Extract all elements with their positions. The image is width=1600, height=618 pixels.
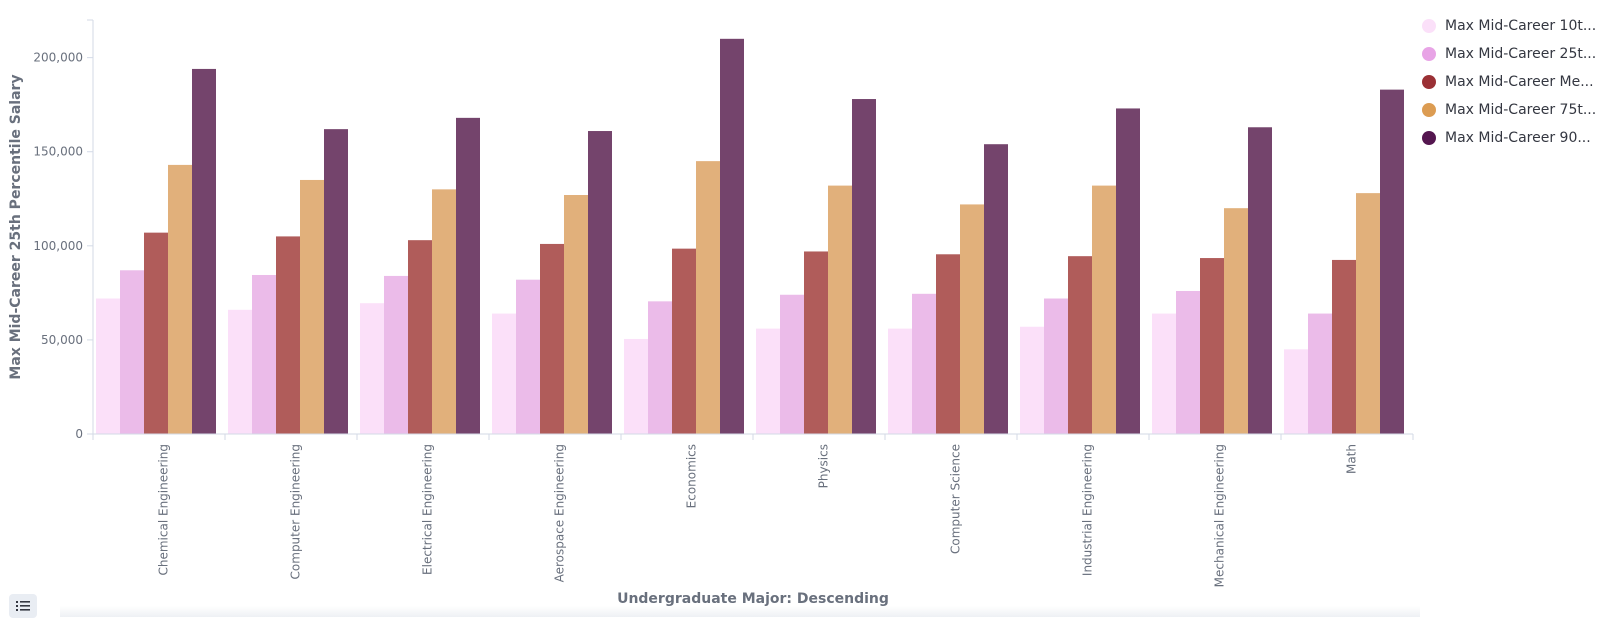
bar[interactable]	[120, 270, 144, 434]
bar[interactable]	[756, 328, 780, 434]
legend-color-dot	[1422, 75, 1436, 89]
legend: Max Mid-Career 10t... Max Mid-Career 25t.…	[1422, 12, 1600, 152]
x-axis-title: Undergraduate Major: Descending	[617, 591, 889, 607]
bar[interactable]	[144, 232, 168, 434]
x-tick-label: Computer Science	[949, 444, 963, 554]
bar[interactable]	[228, 309, 252, 434]
bar[interactable]	[300, 179, 324, 434]
legend-color-dot	[1422, 19, 1436, 33]
bar[interactable]	[1284, 349, 1308, 434]
bar[interactable]	[888, 328, 912, 434]
bar[interactable]	[192, 68, 216, 434]
bar[interactable]	[984, 144, 1008, 434]
bar[interactable]	[96, 298, 120, 434]
bar[interactable]	[828, 185, 852, 434]
bar[interactable]	[432, 189, 456, 434]
bar[interactable]	[1176, 290, 1200, 434]
bar[interactable]	[936, 254, 960, 434]
x-tick-label: Physics	[817, 444, 831, 488]
legend-label: Max Mid-Career Me...	[1445, 74, 1594, 90]
bar[interactable]	[1092, 185, 1116, 434]
bar[interactable]	[1020, 326, 1044, 434]
bar[interactable]	[588, 131, 612, 434]
bar[interactable]	[1044, 298, 1068, 434]
bar[interactable]	[1068, 256, 1092, 434]
legend-label: Max Mid-Career 75t...	[1445, 102, 1597, 118]
x-tick-label: Industrial Engineering	[1081, 444, 1095, 576]
bar[interactable]	[624, 338, 648, 434]
bar[interactable]	[1332, 259, 1356, 434]
x-tick-label: Economics	[685, 444, 699, 508]
y-tick-label: 200,000	[33, 51, 83, 65]
bar[interactable]	[1308, 313, 1332, 434]
bar[interactable]	[852, 99, 876, 434]
x-tick-label: Computer Engineering	[289, 444, 303, 579]
legend-item[interactable]: Max Mid-Career 10t...	[1422, 12, 1600, 40]
y-tick-label: 50,000	[41, 333, 83, 347]
bars	[96, 38, 1404, 435]
x-axis: Chemical Engineering Computer Engineering…	[92, 433, 1414, 587]
list-icon	[16, 601, 30, 611]
bar[interactable]	[780, 294, 804, 434]
bar[interactable]	[1224, 208, 1248, 434]
bar[interactable]	[672, 248, 696, 434]
scroll-shadow	[60, 606, 1420, 617]
bar[interactable]	[456, 117, 480, 434]
legend-item[interactable]: Max Mid-Career 90...	[1422, 124, 1600, 152]
y-tick-label: 150,000	[33, 145, 83, 159]
bar[interactable]	[408, 240, 432, 434]
y-axis-title: Max Mid-Career 25th Percentile Salary	[8, 74, 24, 379]
legend-color-dot	[1422, 131, 1436, 145]
legend-label: Max Mid-Career 90...	[1445, 130, 1591, 146]
bar[interactable]	[540, 243, 564, 434]
x-tick-label: Chemical Engineering	[157, 444, 171, 576]
bar[interactable]	[648, 301, 672, 434]
bar[interactable]	[168, 164, 192, 434]
x-tick-label: Mechanical Engineering	[1213, 444, 1227, 587]
bar[interactable]	[804, 251, 828, 434]
bar[interactable]	[516, 279, 540, 434]
bar[interactable]	[276, 236, 300, 434]
bar[interactable]	[1152, 313, 1176, 434]
bar[interactable]	[696, 161, 720, 435]
bar[interactable]	[1380, 89, 1404, 435]
y-axis: 0 50,000 100,000 150,000 200,000	[33, 19, 94, 441]
bar[interactable]	[912, 293, 936, 434]
bar[interactable]	[324, 129, 348, 435]
bar[interactable]	[492, 313, 516, 434]
legend-toggle-button[interactable]	[9, 594, 37, 618]
bar[interactable]	[960, 204, 984, 434]
bar[interactable]	[1116, 108, 1140, 434]
y-tick-label: 0	[75, 427, 83, 441]
bar[interactable]	[1248, 127, 1272, 434]
legend-label: Max Mid-Career 25t...	[1445, 46, 1597, 62]
bar[interactable]	[564, 195, 588, 434]
x-tick-label: Math	[1345, 444, 1359, 474]
y-tick-label: 100,000	[33, 239, 83, 253]
bar[interactable]	[1200, 258, 1224, 434]
x-tick-label: Electrical Engineering	[421, 444, 435, 575]
legend-label: Max Mid-Career 10t...	[1445, 18, 1597, 34]
bar[interactable]	[384, 275, 408, 434]
bar[interactable]	[1356, 193, 1380, 434]
legend-color-dot	[1422, 103, 1436, 117]
bar[interactable]	[252, 274, 276, 434]
legend-item[interactable]: Max Mid-Career Me...	[1422, 68, 1600, 96]
legend-color-dot	[1422, 47, 1436, 61]
x-tick-label: Aerospace Engineering	[553, 444, 567, 582]
bar[interactable]	[360, 303, 384, 434]
legend-item[interactable]: Max Mid-Career 75t...	[1422, 96, 1600, 124]
legend-item[interactable]: Max Mid-Career 25t...	[1422, 40, 1600, 68]
bar[interactable]	[720, 38, 744, 435]
